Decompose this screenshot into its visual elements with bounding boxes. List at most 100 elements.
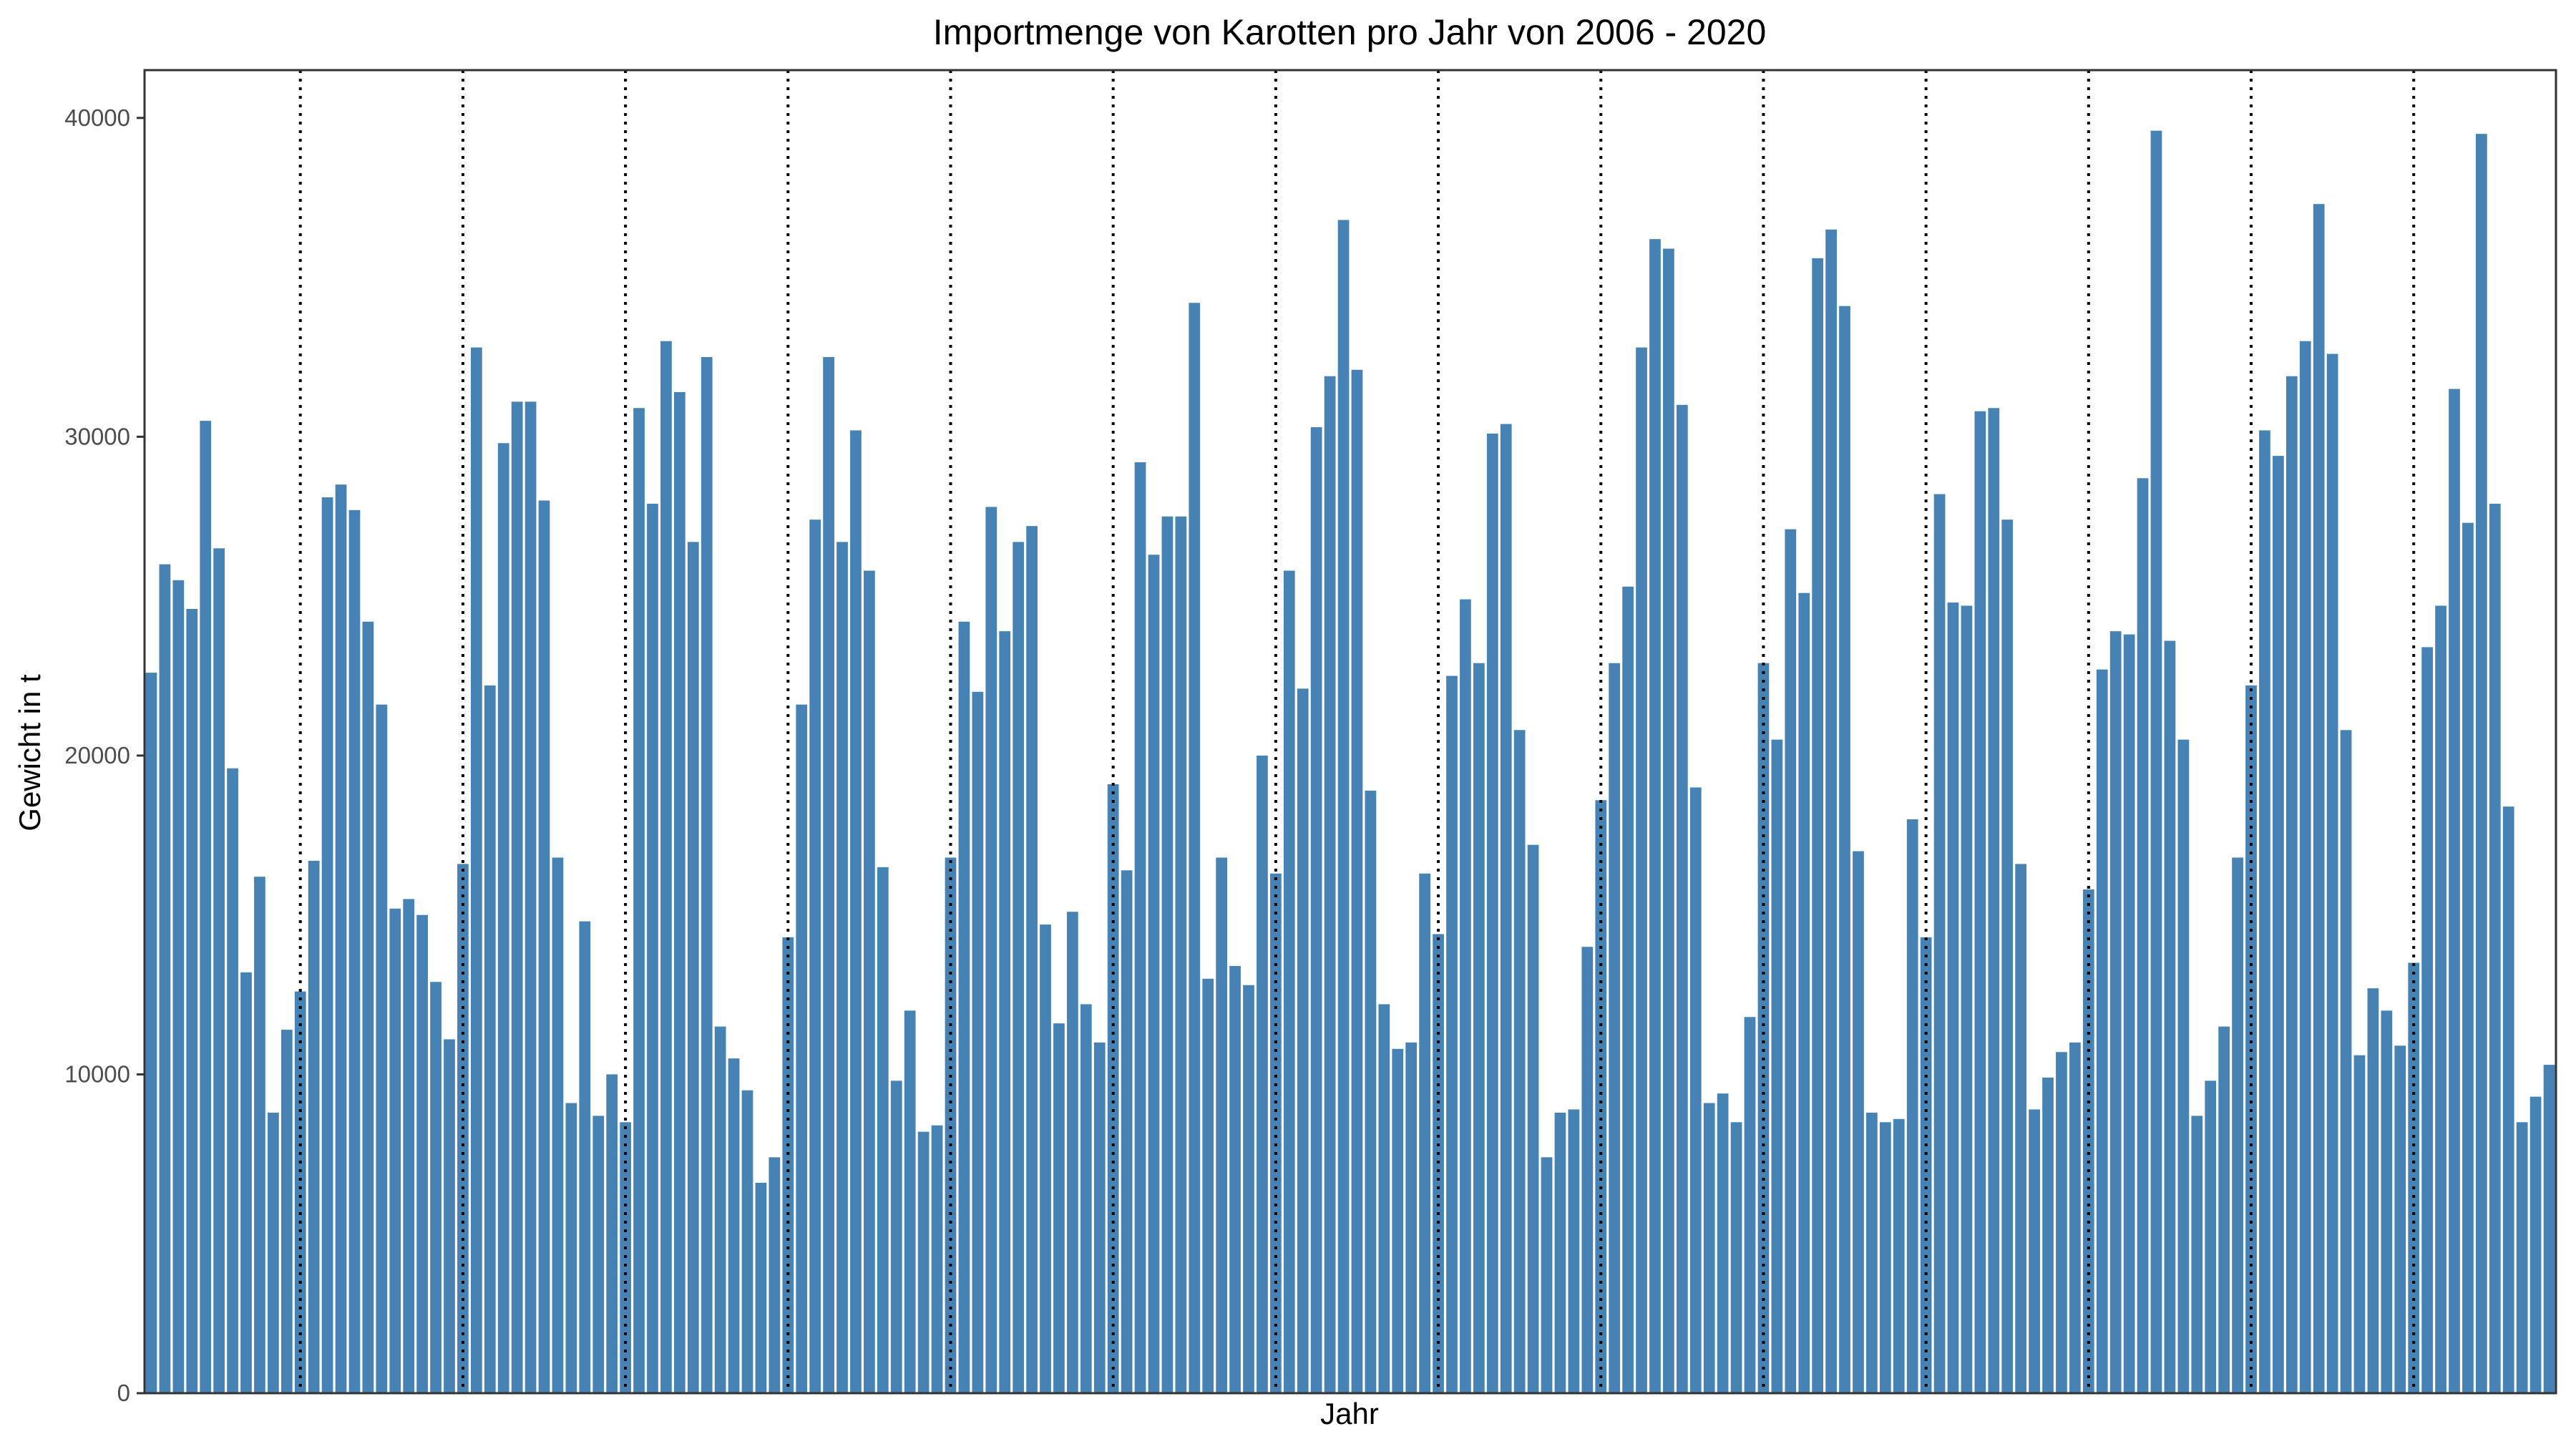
- bar: [267, 1112, 279, 1393]
- bar: [1013, 542, 1025, 1393]
- bar: [1825, 229, 1837, 1393]
- y-tick-label: 20000: [64, 742, 130, 769]
- bar: [2421, 647, 2433, 1394]
- bar: [1988, 408, 2000, 1393]
- bar: [1947, 602, 1959, 1393]
- bar: [1554, 1112, 1566, 1393]
- y-tick-label: 0: [117, 1380, 130, 1406]
- bar: [376, 704, 388, 1393]
- bar: [2381, 1010, 2393, 1393]
- bar: [931, 1125, 943, 1393]
- bar: [2259, 430, 2270, 1394]
- bar: [2082, 889, 2094, 1393]
- bars-layer: [145, 130, 2555, 1394]
- bar: [836, 542, 848, 1393]
- bar: [1283, 570, 1295, 1393]
- bar: [1107, 784, 1119, 1393]
- bar: [2001, 519, 2014, 1394]
- bar: [755, 1182, 767, 1393]
- bar: [1730, 1122, 1742, 1393]
- bar: [1202, 978, 1214, 1393]
- bar: [769, 1157, 781, 1393]
- bar: [1121, 870, 1133, 1393]
- bar: [254, 877, 265, 1393]
- bar: [796, 704, 808, 1393]
- bar: [1460, 599, 1471, 1393]
- bar: [1433, 934, 1444, 1393]
- bar: [1419, 873, 1430, 1393]
- bar: [1703, 1103, 1715, 1393]
- y-tick-label: 40000: [64, 104, 130, 131]
- bar: [1053, 1023, 1065, 1393]
- bar: [2191, 1116, 2203, 1393]
- bar: [565, 1103, 577, 1393]
- bar: [348, 509, 361, 1393]
- bar: [1026, 526, 1038, 1393]
- bar: [335, 484, 347, 1394]
- bar: [1541, 1157, 1553, 1393]
- bar: [1175, 516, 1187, 1393]
- bar: [579, 921, 591, 1393]
- bar: [673, 392, 686, 1393]
- bar: [2273, 456, 2284, 1393]
- bar: [200, 421, 212, 1393]
- bar: [2340, 730, 2352, 1393]
- bar: [823, 356, 834, 1393]
- bar: [1500, 424, 1512, 1393]
- bar: [2123, 634, 2135, 1393]
- bar: [552, 857, 564, 1393]
- bar: [308, 860, 320, 1393]
- bar: [240, 972, 252, 1393]
- bar: [917, 1131, 930, 1393]
- bar: [470, 347, 482, 1393]
- bar: [904, 1010, 916, 1393]
- bar: [1324, 376, 1336, 1393]
- bar: [714, 1026, 726, 1393]
- bar: [2462, 522, 2474, 1394]
- bar: [2205, 1080, 2217, 1393]
- bar: [1689, 787, 1702, 1393]
- bar: [2164, 640, 2176, 1393]
- bar: [1893, 1118, 1905, 1393]
- bar: [2042, 1077, 2054, 1393]
- bar: [511, 401, 523, 1393]
- bar: [444, 1039, 455, 1393]
- bar: [2299, 341, 2311, 1394]
- bar: [227, 768, 238, 1393]
- bar: [1297, 688, 1309, 1393]
- bar: [430, 982, 441, 1393]
- bar: [1270, 873, 1282, 1393]
- bar: [1310, 427, 1322, 1393]
- y-tick-label: 30000: [64, 423, 130, 449]
- bar: [1920, 937, 1932, 1393]
- bar: [633, 408, 645, 1393]
- y-axis: 0 10000 20000 30000 40000: [64, 104, 145, 1406]
- bar: [1229, 965, 1241, 1393]
- bar: [660, 341, 672, 1394]
- bar: [1636, 347, 1647, 1393]
- bar: [1067, 912, 1078, 1393]
- bar: [687, 542, 699, 1393]
- bar: [2529, 1096, 2542, 1393]
- bar: [2150, 130, 2162, 1393]
- bar: [1771, 739, 1783, 1393]
- bar: [2435, 605, 2446, 1393]
- bar: [2489, 503, 2501, 1394]
- bar: [2353, 1055, 2366, 1393]
- bar: [321, 497, 333, 1393]
- bar: [1513, 730, 1526, 1393]
- bar: [1337, 220, 1350, 1393]
- bar: [1189, 303, 1201, 1393]
- bar: [294, 991, 306, 1393]
- bar: [2326, 353, 2338, 1393]
- bar: [1392, 1048, 1404, 1393]
- bar: [1351, 369, 1363, 1393]
- bar: [525, 401, 537, 1393]
- bar: [1785, 529, 1797, 1393]
- chart-title: Importmenge von Karotten pro Jahr von 20…: [933, 12, 1767, 52]
- y-tick-label: 10000: [64, 1060, 130, 1087]
- bar: [1134, 462, 1146, 1393]
- bar: [2516, 1122, 2528, 1393]
- bar: [2367, 988, 2379, 1393]
